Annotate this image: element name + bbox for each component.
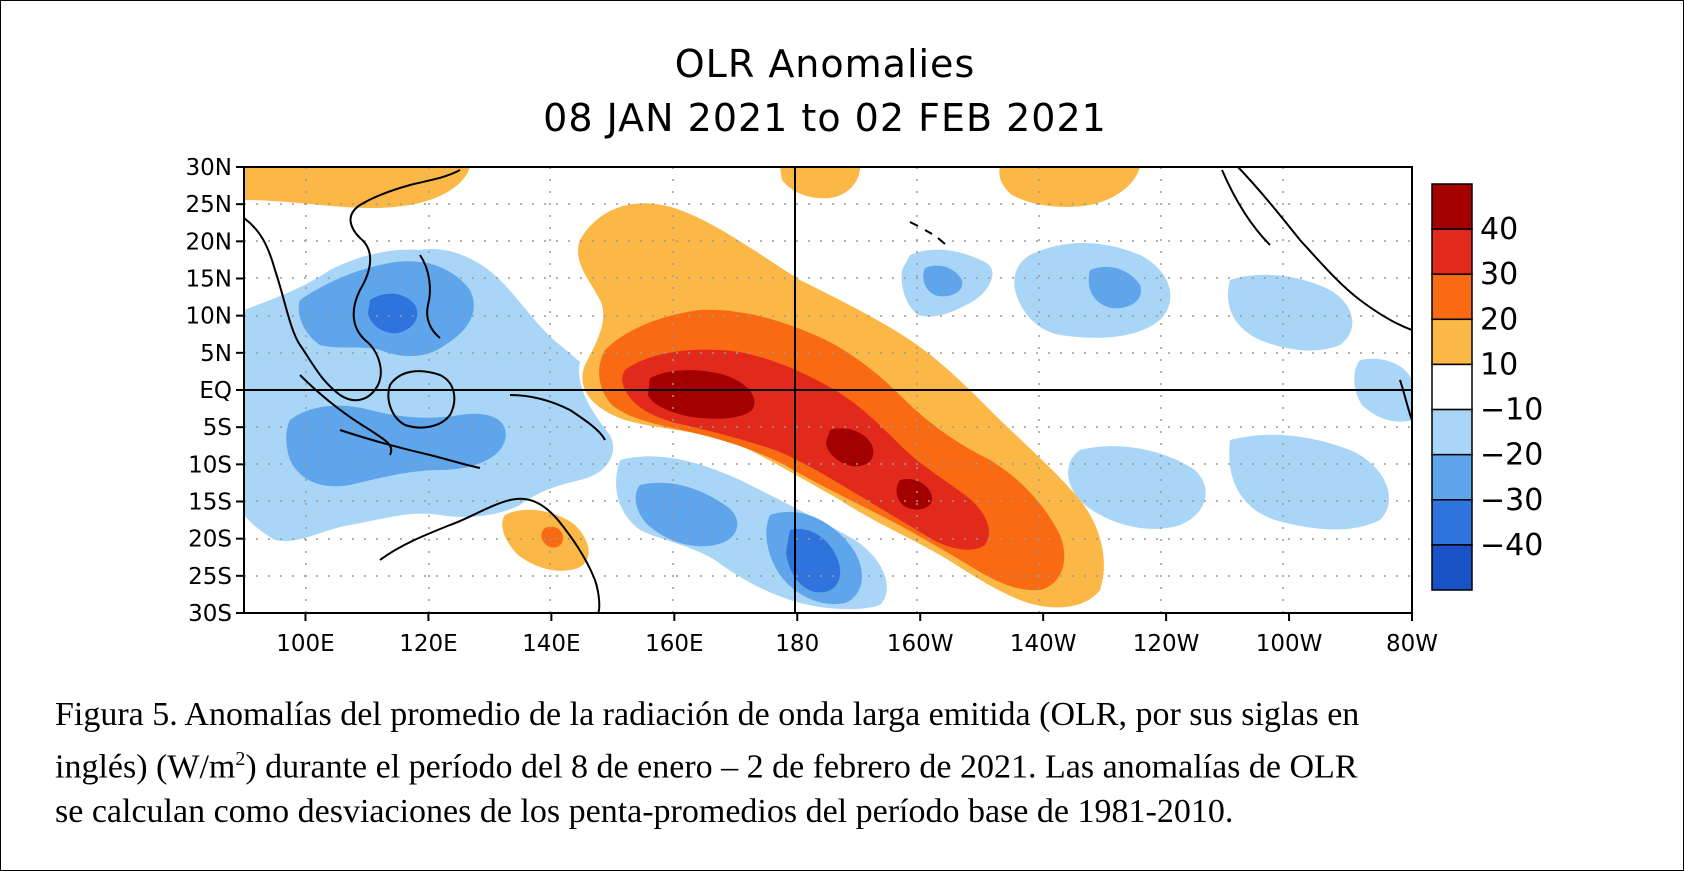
asia-coast bbox=[244, 169, 461, 402]
colorbar-label: −20 bbox=[1480, 438, 1543, 473]
philippines bbox=[419, 254, 441, 339]
caption-line-2: inglés) (W/m2) durante el período del 8 … bbox=[55, 737, 1615, 789]
x-tick-label: 120E bbox=[399, 631, 457, 657]
chart-title: OLR Anomalies bbox=[674, 42, 976, 86]
colorbar-swatch bbox=[1431, 228, 1473, 275]
pacific-warm-40-a bbox=[648, 370, 755, 419]
east-pacific-light-blue-n bbox=[1227, 274, 1353, 351]
south-pacific-light-blue-mid bbox=[1068, 446, 1206, 529]
new-guinea bbox=[509, 394, 606, 441]
positive-anomaly-regions bbox=[244, 167, 1140, 608]
south-pacific-dark-blue bbox=[786, 529, 841, 593]
caption-line-3: se calculan como desviaciones de los pen… bbox=[55, 793, 1234, 831]
y-tick-labels: 30N 25N 20N 15N 10N 5N EQ 5S 10S 15S 20S 25S 30S bbox=[186, 155, 232, 627]
colorbar-label: −40 bbox=[1480, 528, 1543, 563]
colorbar-swatch bbox=[1431, 499, 1473, 546]
y-tick-label: EQ bbox=[199, 378, 232, 404]
reference-lines bbox=[244, 167, 1412, 613]
east-pacific-light-blue-s bbox=[1229, 434, 1389, 530]
y-tick-label: 25N bbox=[186, 192, 232, 218]
x-tick-label: 120W bbox=[1133, 631, 1200, 657]
y-tick-label: 10N bbox=[186, 304, 232, 330]
x-tick-label: 180 bbox=[775, 631, 819, 657]
y-tick-label: 15N bbox=[186, 267, 232, 293]
central-pacific-warm-n bbox=[780, 167, 860, 199]
colorbar-swatch bbox=[1431, 453, 1473, 501]
y-tick-label: 20S bbox=[188, 527, 232, 553]
y-tick-label: 15S bbox=[188, 490, 232, 516]
nw-corner-warm bbox=[244, 167, 470, 209]
colorbar-swatch bbox=[1431, 318, 1473, 366]
north-pacific-mid-blue-2 bbox=[1088, 266, 1141, 309]
australia-warm-20 bbox=[541, 526, 563, 548]
pacific-warm-40-c bbox=[896, 479, 933, 510]
colorbar-label: −10 bbox=[1480, 393, 1543, 428]
grid-lines bbox=[244, 167, 1412, 613]
chart-subtitle: 08 JAN 2021 to 02 FEB 2021 bbox=[543, 96, 1107, 140]
x-tick-label: 140E bbox=[522, 631, 580, 657]
north-pacific-warm-n bbox=[999, 167, 1140, 207]
maritime-continent-dark-blue bbox=[368, 293, 418, 334]
colorbar-label: −30 bbox=[1480, 483, 1543, 518]
olr-anomaly-map: 30N 25N 20N 15N 10N 5N EQ 5S 10S 15S 20S 25S 30S 100… bbox=[186, 155, 1544, 657]
caption-line-1: Figura 5. Anomalías del promedio de la r… bbox=[55, 696, 1360, 733]
y-tick-label: 30S bbox=[188, 601, 232, 627]
colorbar-swatch bbox=[1431, 183, 1473, 230]
colorbar-swatch bbox=[1431, 408, 1473, 456]
caption-superscript: 2 bbox=[235, 748, 246, 770]
pacific-warm-40-b bbox=[826, 428, 874, 467]
y-tick-label: 5S bbox=[203, 415, 232, 441]
americas-coast bbox=[1237, 167, 1412, 331]
java bbox=[339, 429, 481, 469]
x-tick-labels: 100E 120E 140E 160E 180 160W 140W 120W 100W 80W bbox=[276, 631, 1438, 657]
y-tick-label: 30N bbox=[186, 155, 232, 181]
figure-caption: Figura 5. Anomalías del promedio de la r… bbox=[55, 692, 1615, 834]
north-pacific-mid-blue-1 bbox=[923, 265, 963, 297]
x-tick-label: 160W bbox=[887, 631, 954, 657]
y-tick-marks bbox=[236, 166, 244, 614]
colorbar-swatch bbox=[1431, 273, 1473, 321]
x-tick-label: 140W bbox=[1010, 631, 1077, 657]
caption-line-2b: ) durante el período del 8 de enero – 2 … bbox=[245, 748, 1358, 786]
australia-coast bbox=[379, 497, 601, 613]
caption-line-2a: inglés) (W/m bbox=[55, 748, 236, 786]
x-tick-label: 160E bbox=[645, 631, 703, 657]
borneo bbox=[387, 370, 456, 429]
colorbar-label: 30 bbox=[1480, 257, 1518, 292]
hawaii bbox=[909, 221, 946, 245]
baja bbox=[1221, 169, 1271, 246]
colorbar-swatch bbox=[1431, 363, 1473, 411]
colorbar-labels: 40 30 20 10 −10 −20 −30 −40 bbox=[1480, 212, 1543, 563]
colorbar bbox=[1431, 183, 1473, 591]
x-tick-marks bbox=[304, 613, 1413, 621]
x-tick-label: 80W bbox=[1386, 631, 1438, 657]
x-tick-label: 100W bbox=[1256, 631, 1323, 657]
colorbar-swatch bbox=[1431, 544, 1473, 591]
y-tick-label: 10S bbox=[188, 452, 232, 478]
colorbar-label: 20 bbox=[1480, 302, 1518, 337]
colorbar-label: 40 bbox=[1480, 212, 1518, 247]
y-tick-label: 20N bbox=[186, 229, 232, 255]
x-tick-label: 100E bbox=[276, 631, 334, 657]
colorbar-label: 10 bbox=[1480, 347, 1518, 382]
y-tick-label: 5N bbox=[200, 341, 232, 367]
y-tick-label: 25S bbox=[188, 564, 232, 590]
south-pacific-mid-blue bbox=[635, 482, 738, 547]
